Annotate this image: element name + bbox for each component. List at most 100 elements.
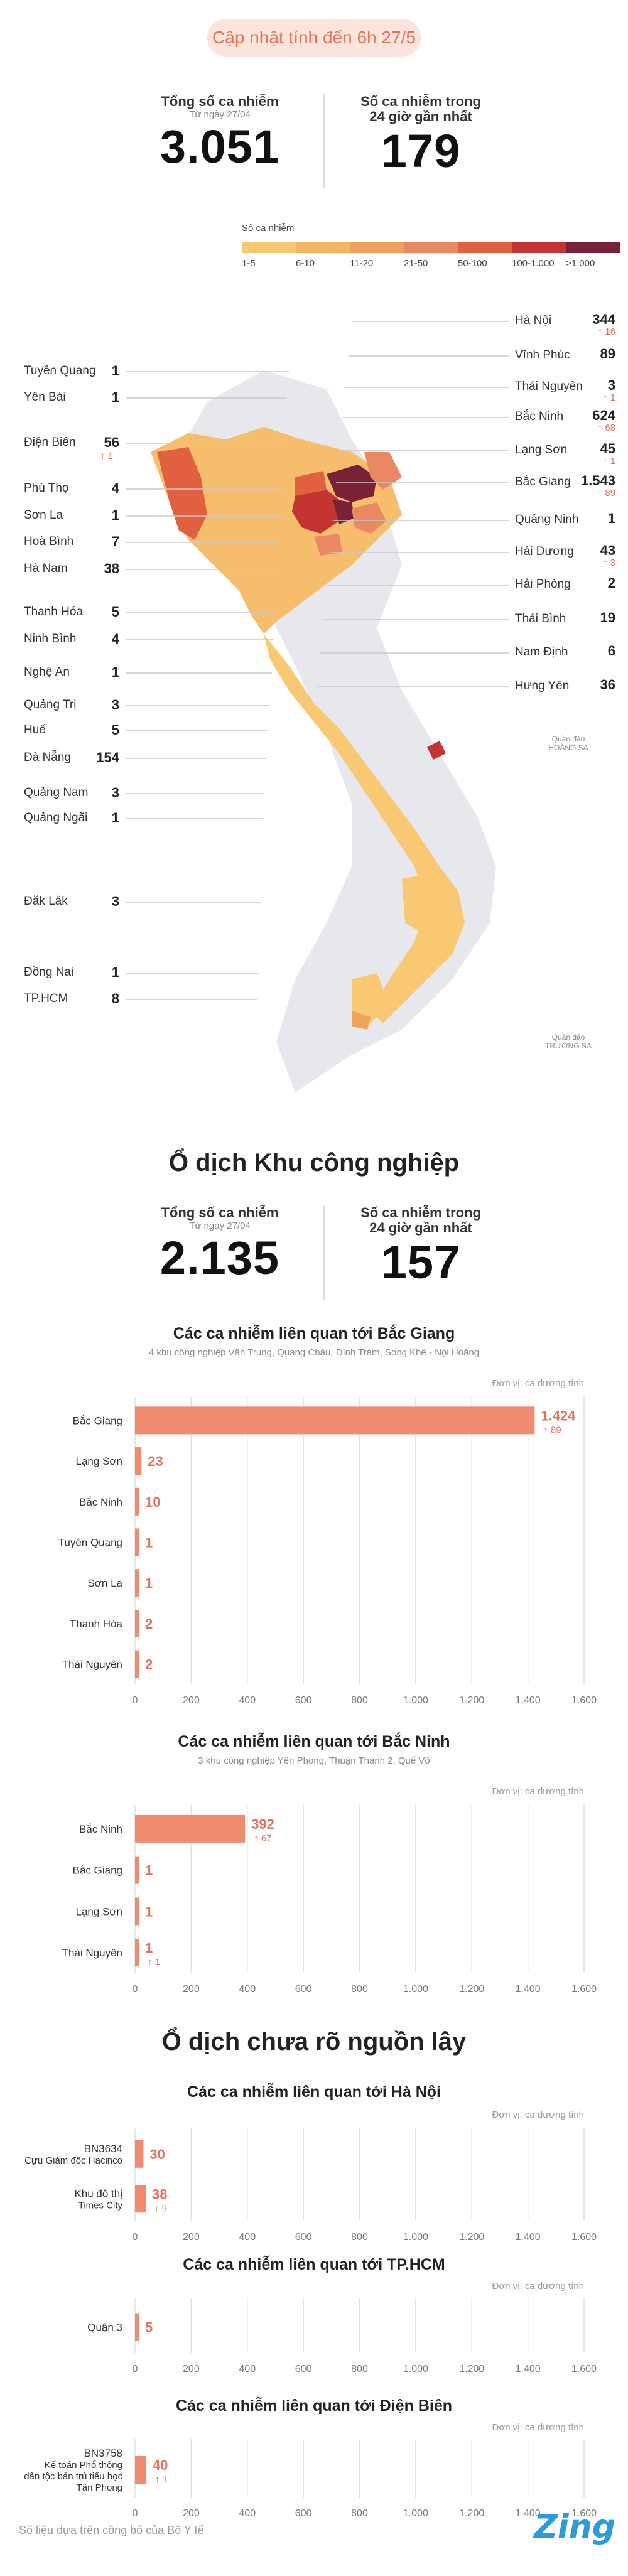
- region-south: [352, 973, 389, 1023]
- category-label-line: Bắc Ninh: [79, 1823, 122, 1835]
- province-vinh-phuc-value: 89: [600, 346, 615, 362]
- region-dak-lak: [402, 873, 446, 935]
- x-tick-label: 200: [183, 1984, 200, 1995]
- legend-label: 11-20: [350, 258, 374, 269]
- province-da-nang-value: 154: [96, 750, 119, 765]
- bar-value-label: 40: [153, 2457, 168, 2473]
- province-hue-value: 5: [111, 722, 119, 738]
- province-nam-dinh-value: 6: [607, 643, 615, 659]
- legend-label: 1-5: [242, 258, 256, 269]
- x-tick-label: 200: [183, 2364, 200, 2374]
- industrial-title: Ổ dịch Khu công nghiệp: [168, 1149, 460, 1177]
- industrial-total-value: 2.135: [160, 1232, 280, 1284]
- x-tick-label: 600: [295, 2232, 312, 2243]
- province-hai-duong-value: 43: [600, 542, 615, 558]
- category-label-line: Thái Nguyên: [62, 1659, 122, 1671]
- x-tick-label: 600: [295, 1695, 312, 1706]
- legend-label: >1.000: [566, 258, 595, 269]
- legend-title: Số ca nhiễm: [242, 223, 295, 234]
- province-quang-tri-name: Quảng Trị: [24, 698, 77, 711]
- category-label: Lạng Sơn: [76, 1905, 122, 1917]
- province-dien-bien-increase: ↑ 1: [100, 451, 114, 461]
- chart-bac-ninh-unit: Đơn vị: ca dương tính: [492, 1786, 584, 1797]
- category-label: Thanh Hóa: [70, 1618, 123, 1630]
- province-thai-nguyen-name: Thái Nguyên: [515, 380, 583, 393]
- bar: [135, 1856, 139, 1884]
- region-ha-noi: [292, 490, 342, 534]
- bar: [135, 1569, 139, 1597]
- x-tick-label: 1.200: [459, 1984, 484, 1995]
- industrial-recent-label-2: 24 giờ gần nhất: [369, 1220, 472, 1236]
- bar: [135, 2456, 146, 2484]
- chart-dien-bien: 0 200 400 600 800 1.000 1.200 1.400 1.600 BN3758 K…: [24, 2439, 597, 2519]
- x-tick-label: 1.000: [403, 1984, 428, 1995]
- province-tp-hcm-value: 8: [111, 991, 119, 1006]
- category-label-line: Bắc Giang: [73, 1415, 122, 1426]
- x-tick-label: 0: [133, 1695, 138, 1706]
- industrial-total-label: Tổng số ca nhiễm: [161, 1205, 279, 1221]
- bar-value-label: 10: [145, 1494, 160, 1510]
- x-tick-label: 1.200: [459, 1695, 484, 1706]
- bar-value-label: 1: [145, 1904, 153, 1919]
- region-lang-son: [364, 452, 402, 490]
- province-bac-giang-name: Bắc Giang: [515, 475, 571, 488]
- category-label: Quận 3: [87, 2322, 122, 2334]
- x-tick-label: 1.000: [403, 2232, 428, 2243]
- province-yen-bai-value: 1: [111, 389, 119, 405]
- category-label: BN3758 Kế toán Phổ thông dân tộc bán trú t…: [24, 2447, 122, 2493]
- chart-ha-noi-title: Các ca nhiễm liên quan tới Hà Nội: [187, 2083, 441, 2101]
- x-tick-label: 600: [295, 2364, 312, 2374]
- region-vinh-phuc: [295, 471, 327, 496]
- category-label: Sơn La: [87, 1577, 122, 1589]
- summary-recent-label-1: Số ca nhiễm trong: [360, 94, 481, 109]
- bar-value-label: 23: [148, 1453, 163, 1469]
- industrial-recent-value: 157: [381, 1236, 461, 1288]
- islands-hoang-sa-label: Quần đảo HOÀNG SA: [548, 735, 588, 752]
- province-hai-duong-increase: ↑ 3: [602, 558, 615, 568]
- province-dien-bien-value: 56: [104, 434, 119, 450]
- category-label: Thái Nguyên: [62, 1659, 122, 1671]
- chart-bac-giang-subtitle: 4 khu công nghiệp Vân Trung, Quang Châu,…: [148, 1347, 480, 1358]
- category-label-line: Cựu Giám đốc Hacinco: [24, 2155, 122, 2166]
- province-quang-ninh-value: 1: [607, 510, 615, 526]
- bar: [135, 1528, 139, 1556]
- bar-value-label: 1: [145, 1940, 153, 1956]
- x-tick-label: 1.600: [571, 1695, 597, 1706]
- x-tick-label: 800: [351, 2232, 368, 2243]
- region-bac-giang: [327, 465, 377, 502]
- bar: [135, 1650, 139, 1678]
- zing-logo: Zing: [534, 2508, 615, 2546]
- x-tick-label: 200: [183, 2508, 200, 2519]
- province-bac-giang-increase: ↑ 89: [597, 488, 615, 498]
- x-tick-label: 800: [351, 1984, 368, 1995]
- category-label-line: Bắc Giang: [73, 1865, 122, 1877]
- category-label: Khu đô thị Times City: [74, 2187, 122, 2211]
- x-tick-label: 1.000: [403, 2364, 428, 2374]
- summary-total-sub: Từ ngày 27/04: [189, 109, 251, 120]
- x-tick-label: 600: [295, 1984, 312, 1995]
- province-phu-tho-name: Phú Thọ: [24, 482, 69, 495]
- province-nam-dinh-name: Nam Định: [515, 645, 568, 659]
- chart-ha-noi: 0 200 400 600 800 1.000 1.200 1.400 1.600 BN3634 C…: [24, 2128, 597, 2243]
- province-dong-nai-name: Đồng Nai: [24, 966, 74, 979]
- map-leader-lines: [126, 321, 509, 1000]
- province-quang-ngai-name: Quảng Ngãi: [24, 811, 88, 824]
- bar-increase-label: ↑ 9: [154, 2203, 167, 2214]
- bar-value-label: 2: [145, 1616, 153, 1632]
- x-tick-label: 1.400: [516, 2232, 541, 2243]
- bar-value-label: 2: [145, 1657, 153, 1673]
- legend-label: 6-10: [296, 258, 315, 269]
- category-label-line: Bắc Ninh: [79, 1496, 122, 1508]
- province-hai-duong-name: Hải Dương: [515, 545, 574, 558]
- x-tick-label: 800: [351, 1695, 368, 1706]
- source-note: Số liệu dựa trên công bố của Bộ Y tế: [19, 2524, 204, 2536]
- province-ninh-binh-name: Ninh Bình: [24, 632, 77, 645]
- province-hung-yen-name: Hưng Yên: [515, 679, 570, 693]
- province-thai-nguyen-value: 3: [607, 377, 615, 393]
- province-thai-binh-value: 19: [600, 610, 615, 625]
- province-thai-nguyen-increase: ↑ 1: [602, 392, 615, 403]
- industrial-total: Tổng số ca nhiễm Từ ngày 27/04 2.135: [126, 1205, 314, 1285]
- province-dien-bien-name: Điện Biên: [24, 436, 76, 449]
- bar: [135, 1447, 142, 1475]
- bar-value-label: 5: [145, 2320, 153, 2336]
